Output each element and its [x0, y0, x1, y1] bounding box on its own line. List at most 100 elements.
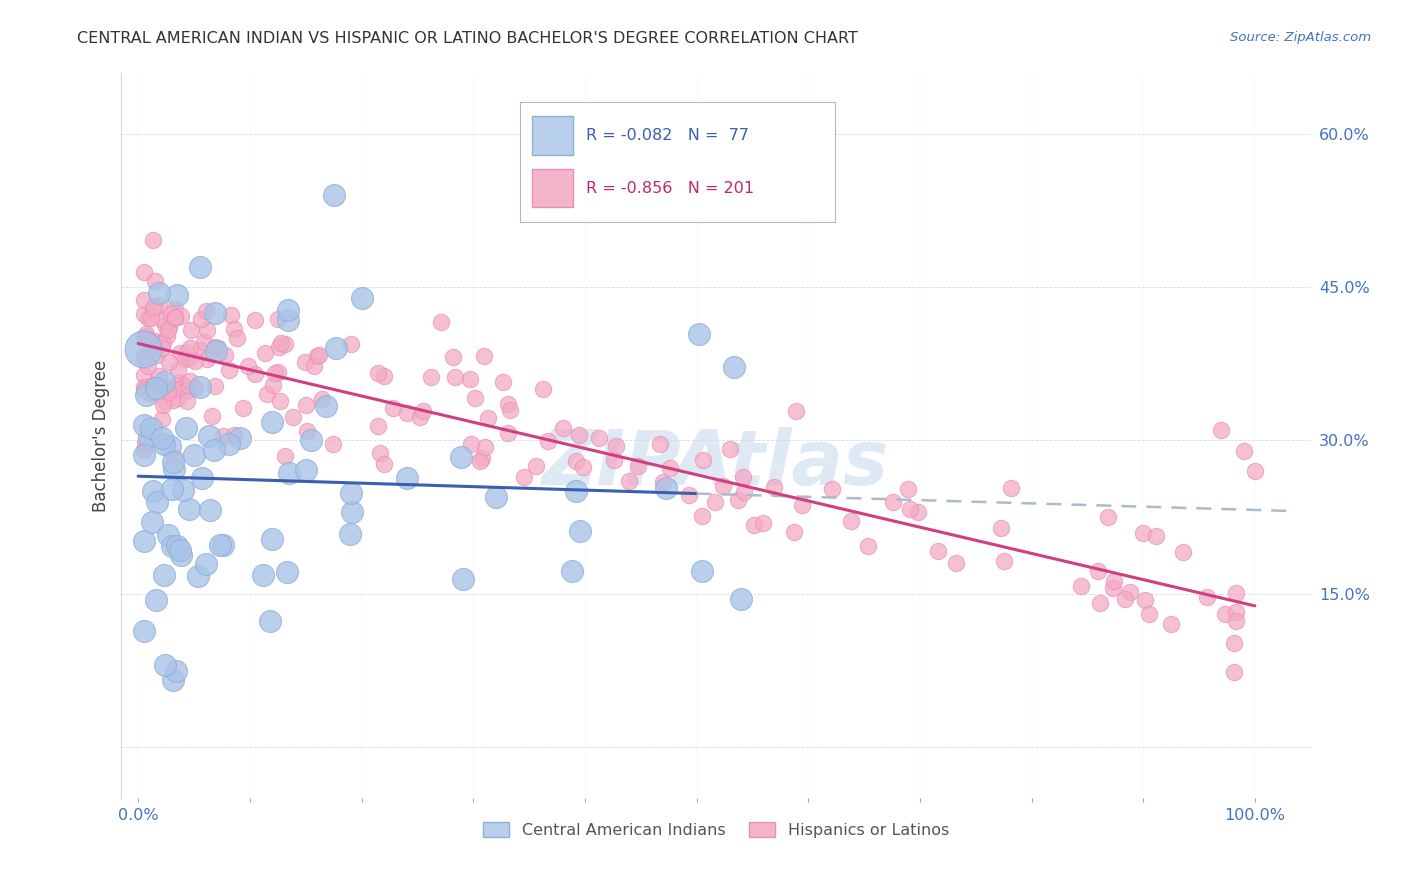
Point: [367, 418, 389, 433]
Point: [159, 319, 181, 334]
Point: [148, 285, 170, 300]
Point: [148, 297, 170, 311]
Point: [451, 573, 474, 587]
Point: [143, 300, 166, 314]
Point: [198, 429, 221, 443]
Point: [276, 566, 298, 580]
Point: [898, 502, 921, 516]
Point: [190, 311, 212, 326]
Point: [160, 483, 183, 497]
Point: [648, 437, 671, 451]
Point: [142, 340, 165, 354]
Point: [259, 615, 281, 629]
Point: [132, 368, 155, 382]
Point: [150, 311, 173, 326]
Point: [163, 310, 186, 325]
Point: [274, 337, 297, 351]
Point: [132, 265, 155, 279]
Point: [179, 341, 201, 355]
Point: [132, 380, 155, 394]
Point: [605, 439, 627, 453]
Point: [790, 498, 813, 512]
Point: [166, 288, 188, 302]
Point: [159, 439, 181, 453]
Point: [183, 381, 205, 395]
Point: [146, 349, 169, 363]
Point: [704, 495, 727, 509]
Point: [143, 334, 166, 348]
Point: [208, 538, 231, 552]
Point: [219, 308, 242, 322]
Point: [690, 565, 713, 579]
Point: [173, 379, 195, 393]
Point: [1197, 590, 1219, 604]
Point: [157, 385, 180, 400]
Point: [993, 554, 1015, 568]
Point: [135, 387, 157, 401]
Point: [441, 350, 464, 364]
Point: [692, 452, 714, 467]
Point: [132, 330, 155, 344]
Point: [1222, 665, 1244, 680]
Point: [136, 332, 159, 346]
Point: [1000, 481, 1022, 495]
Point: [152, 398, 174, 412]
Point: [339, 526, 361, 541]
Point: [782, 525, 804, 540]
Point: [315, 399, 337, 413]
Point: [322, 437, 344, 451]
Point: [367, 366, 389, 380]
Point: [882, 495, 904, 509]
Point: [945, 556, 967, 570]
Point: [212, 429, 235, 443]
Text: CENTRAL AMERICAN INDIAN VS HISPANIC OR LATINO BACHELOR'S DEGREE CORRELATION CHAR: CENTRAL AMERICAN INDIAN VS HISPANIC OR L…: [77, 31, 858, 46]
Point: [142, 483, 165, 498]
Point: [568, 428, 591, 442]
Point: [163, 451, 186, 466]
Point: [204, 344, 226, 359]
Point: [177, 351, 200, 365]
Point: [283, 409, 305, 424]
Point: [305, 349, 328, 363]
Point: [311, 392, 333, 406]
Point: [162, 382, 184, 396]
Point: [409, 410, 432, 425]
Point: [1102, 574, 1125, 588]
Point: [471, 450, 494, 465]
Point: [1132, 526, 1154, 541]
Point: [262, 532, 284, 546]
Point: [990, 521, 1012, 535]
Point: [1213, 607, 1236, 621]
Point: [727, 492, 749, 507]
Point: [170, 309, 193, 323]
Point: [450, 450, 472, 465]
Point: [1137, 607, 1160, 621]
Point: [153, 318, 176, 332]
Point: [340, 337, 363, 351]
Point: [304, 359, 326, 374]
Point: [496, 426, 519, 441]
Text: ZIPAtlas: ZIPAtlas: [543, 427, 890, 501]
Point: [188, 260, 211, 274]
Point: [821, 482, 844, 496]
Point: [325, 341, 347, 355]
Point: [711, 479, 734, 493]
Point: [163, 461, 186, 475]
Point: [294, 397, 316, 411]
Point: [167, 363, 190, 377]
Point: [138, 430, 160, 444]
Point: [157, 323, 180, 337]
Point: [174, 384, 197, 398]
Point: [190, 471, 212, 485]
Point: [763, 479, 786, 493]
Point: [179, 502, 201, 516]
Point: [157, 355, 180, 369]
Point: [572, 460, 595, 475]
Point: [138, 310, 160, 325]
Point: [163, 310, 186, 324]
Point: [187, 568, 209, 582]
Point: [396, 471, 419, 485]
Point: [270, 336, 292, 351]
Point: [145, 381, 167, 395]
Point: [730, 592, 752, 607]
